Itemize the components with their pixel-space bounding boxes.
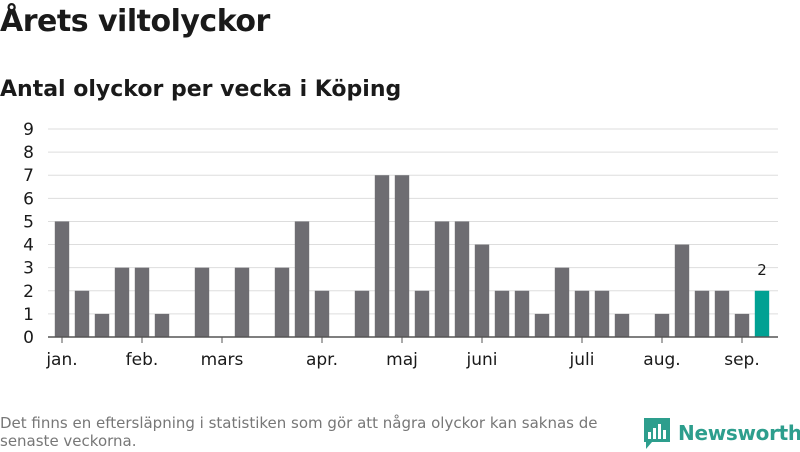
x-tick-label: jan. (45, 350, 77, 370)
bar[interactable] (274, 267, 290, 337)
bar[interactable] (594, 290, 610, 337)
bar[interactable] (134, 267, 150, 337)
bar[interactable] (614, 313, 630, 337)
footnote: Det finns en eftersläpning i statistiken… (0, 414, 598, 450)
gridlines (48, 128, 778, 315)
bar[interactable] (374, 175, 390, 337)
brand-name: Newsworthy (678, 421, 800, 445)
y-tick-label: 0 (23, 328, 34, 348)
x-tick-label: maj (386, 350, 418, 370)
brand[interactable]: Newsworthy (644, 418, 800, 452)
bar-chart: 0 1 2 3 4 5 6 7 8 9 jan. feb. mars apr. maj juni juli au… (23, 120, 778, 370)
x-tick-label: juni (466, 350, 498, 370)
x-tick-label: mars (201, 350, 244, 370)
highlight-data-label: 2 (757, 261, 767, 279)
bar[interactable] (74, 290, 90, 337)
y-tick-label: 2 (23, 282, 34, 302)
bar[interactable] (474, 244, 490, 337)
y-tick-label: 5 (23, 212, 34, 232)
newsworthy-logo-icon (644, 418, 670, 449)
bar[interactable] (734, 313, 750, 337)
chart-subtitle: Antal olyckor per vecka i Köping (0, 77, 402, 102)
y-tick-label: 7 (23, 166, 34, 186)
data-labels: 2 (757, 261, 767, 279)
bar[interactable] (234, 267, 250, 337)
bar[interactable] (394, 175, 410, 337)
chart-title: Årets viltolyckor (0, 4, 270, 39)
bar[interactable] (694, 290, 710, 337)
bars (54, 175, 770, 337)
bar[interactable] (554, 267, 570, 337)
bar[interactable] (94, 313, 110, 337)
bar[interactable] (574, 290, 590, 337)
bar[interactable] (314, 290, 330, 337)
bar[interactable] (414, 290, 430, 337)
y-tick-label: 1 (23, 305, 34, 325)
y-tick-label: 9 (23, 120, 34, 140)
y-axis: 0 1 2 3 4 5 6 7 8 9 (23, 120, 34, 348)
bar[interactable] (754, 290, 770, 337)
bar[interactable] (454, 221, 470, 337)
y-tick-label: 3 (23, 259, 34, 279)
bar[interactable] (494, 290, 510, 337)
bar[interactable] (294, 221, 310, 337)
x-tick-label: apr. (306, 350, 338, 370)
bar[interactable] (674, 244, 690, 337)
bar[interactable] (514, 290, 530, 337)
x-tick-label: sep. (724, 350, 760, 370)
y-tick-label: 8 (23, 143, 34, 163)
bar[interactable] (434, 221, 450, 337)
bar[interactable] (714, 290, 730, 337)
x-tick-label: feb. (126, 350, 159, 370)
bar[interactable] (654, 313, 670, 337)
x-axis: jan. feb. mars apr. maj juni juli aug. sep. (45, 336, 778, 370)
x-tick-label: aug. (643, 350, 680, 370)
bar[interactable] (114, 267, 130, 337)
bar[interactable] (194, 267, 210, 337)
bar[interactable] (54, 221, 70, 337)
x-tick-label: juli (569, 350, 595, 370)
y-tick-label: 4 (23, 236, 34, 256)
y-tick-label: 6 (23, 189, 34, 209)
bar[interactable] (154, 313, 170, 337)
bar[interactable] (534, 313, 550, 337)
bar[interactable] (354, 290, 370, 337)
